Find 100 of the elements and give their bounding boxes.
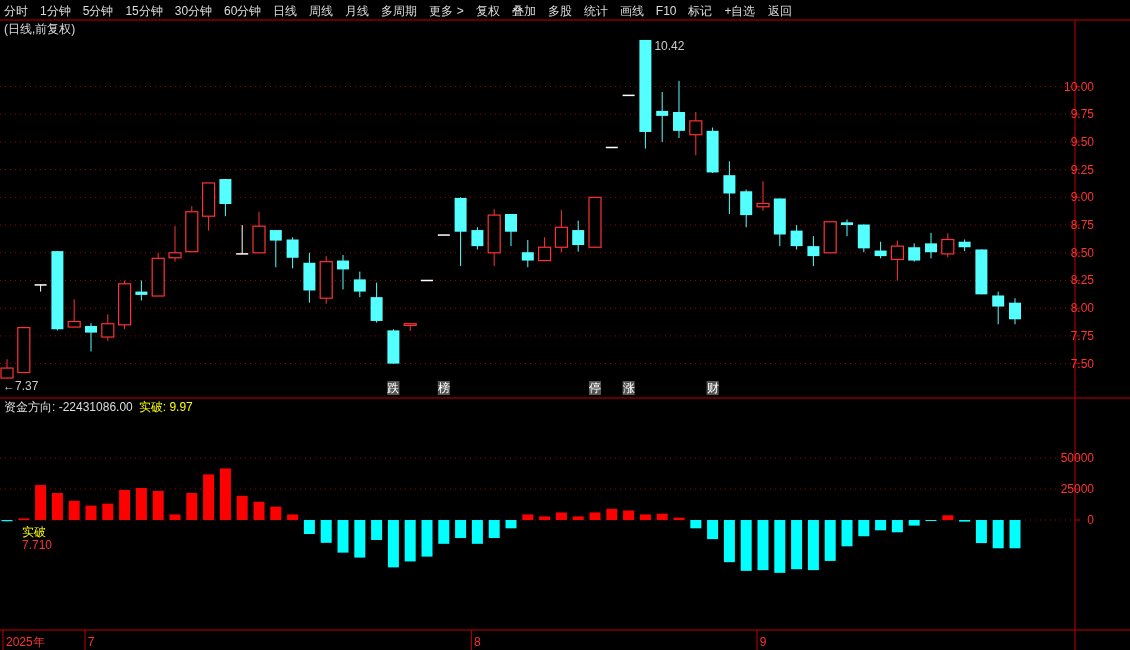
candlestick <box>505 213 517 247</box>
bar <box>337 520 349 553</box>
bar <box>35 485 47 521</box>
bar <box>119 490 131 521</box>
bar <box>354 520 366 558</box>
annotation: 7.710 <box>22 538 53 553</box>
bar <box>152 491 164 521</box>
text: 15分钟 <box>125 4 163 18</box>
y-tick-label: 10.00 <box>1063 79 1095 94</box>
bar <box>791 520 803 570</box>
y-tick-label: 9.50 <box>1070 134 1095 149</box>
bar <box>303 520 315 535</box>
candlestick <box>992 291 1005 325</box>
bar <box>203 474 215 521</box>
candlestick <box>85 322 97 352</box>
x-tick-label: 涨 <box>622 381 635 395</box>
bar <box>522 514 534 521</box>
text: 更多 > <box>429 4 464 18</box>
bar <box>942 515 954 521</box>
text: 日线 <box>273 4 298 18</box>
bar <box>505 520 517 529</box>
x-tick-label: 财 <box>706 381 719 395</box>
text: 月线 <box>345 4 370 18</box>
x-tick-label: 7 <box>87 635 95 649</box>
y-tick-label: 7.75 <box>1070 328 1095 343</box>
candlestick <box>740 189 753 228</box>
y-tick-label: 8.00 <box>1070 301 1095 316</box>
bar <box>623 510 635 521</box>
text: 画线 <box>619 4 644 18</box>
bar <box>975 520 987 544</box>
text: 多股 <box>547 4 572 18</box>
text: 多周期 <box>381 4 418 18</box>
chart-subtitle: 实破: 9.97 <box>138 400 194 414</box>
candlestick <box>337 254 349 290</box>
candlestick <box>908 242 921 263</box>
bar <box>572 516 584 521</box>
chart-title: 资金方向: -22431086.00 <box>4 400 134 414</box>
x-tick-label: 跌 <box>387 381 400 395</box>
x-tick-label: 榜 <box>437 381 450 395</box>
text: 周线 <box>309 4 334 18</box>
bar <box>589 512 601 521</box>
bar <box>455 520 467 538</box>
bar <box>488 520 500 538</box>
bar <box>236 495 248 521</box>
bar <box>639 514 651 521</box>
text: 叠加 <box>511 4 536 18</box>
y-tick-label: 9.75 <box>1070 107 1095 122</box>
candlestick <box>370 282 383 324</box>
candlestick <box>1009 297 1021 325</box>
candlestick <box>118 280 132 330</box>
y-tick-label: 8.50 <box>1070 245 1095 260</box>
bar <box>891 520 903 533</box>
candlestick <box>135 280 148 301</box>
annotation: ←7.37 <box>3 379 39 394</box>
bar <box>606 508 618 521</box>
candlestick <box>807 235 820 267</box>
bar <box>320 520 332 543</box>
text: 返回 <box>767 4 792 18</box>
bar <box>723 520 735 563</box>
candlestick <box>353 271 366 298</box>
y-tick-label: 0 <box>1087 513 1095 528</box>
candlestick <box>521 239 534 268</box>
bar <box>908 520 920 526</box>
y-tick-label: 25000 <box>1060 482 1095 497</box>
bar <box>102 503 114 521</box>
bar <box>555 512 567 521</box>
candlestick <box>168 225 182 263</box>
text: 复权 <box>475 4 500 18</box>
bar <box>774 520 786 573</box>
bar <box>875 520 887 531</box>
candlestick <box>471 226 484 250</box>
bar <box>287 514 299 521</box>
x-tick-label: 9 <box>759 635 767 649</box>
bar <box>656 513 668 521</box>
candlestick <box>572 220 585 253</box>
candlestick <box>656 91 669 143</box>
bar <box>807 520 819 571</box>
text: 60分钟 <box>224 4 262 18</box>
bar <box>404 520 416 562</box>
annotation: 实破 <box>22 525 46 540</box>
candlestick <box>723 160 736 215</box>
candlestick <box>673 80 685 139</box>
bar <box>135 488 147 521</box>
bar <box>219 468 231 521</box>
bar <box>992 520 1004 549</box>
text: 2025年 <box>6 635 45 649</box>
candlestick <box>235 224 249 255</box>
candlestick <box>841 219 853 237</box>
text: +自选 <box>724 4 756 18</box>
bar <box>824 520 836 561</box>
bar <box>51 492 63 521</box>
candlestick <box>857 224 870 253</box>
y-tick-label: 9.00 <box>1070 190 1095 205</box>
candlestick <box>790 224 803 250</box>
text: 1分钟 <box>40 4 71 18</box>
bar <box>253 501 265 521</box>
bar <box>68 500 80 521</box>
candlestick <box>286 236 299 269</box>
annotation: 10.42 <box>654 38 685 53</box>
bar <box>841 520 853 547</box>
